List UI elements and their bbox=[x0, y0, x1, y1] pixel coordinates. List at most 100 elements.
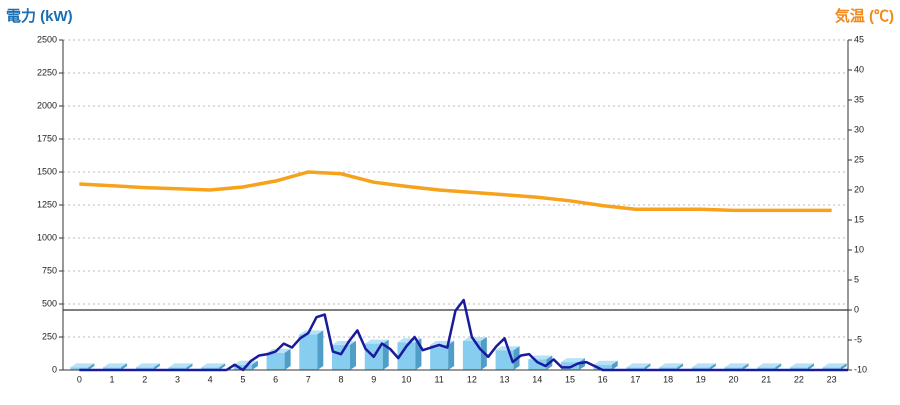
bar-side bbox=[350, 340, 357, 370]
bar-side bbox=[775, 363, 782, 370]
bar bbox=[266, 352, 285, 370]
x-tick-label: 4 bbox=[208, 374, 213, 384]
y2-tick-label: 0 bbox=[854, 304, 859, 314]
y-tick-label: 1000 bbox=[37, 232, 57, 242]
x-tick-label: 20 bbox=[729, 374, 739, 384]
bar bbox=[201, 367, 220, 370]
y-tick-label: 0 bbox=[52, 364, 57, 374]
bar bbox=[135, 367, 154, 370]
bar bbox=[299, 334, 318, 370]
bar-side bbox=[219, 363, 226, 370]
bar-top bbox=[364, 339, 389, 344]
bar bbox=[332, 344, 351, 370]
bar-side bbox=[611, 360, 618, 370]
x-tick-label: 11 bbox=[434, 374, 443, 384]
y-tick-label: 500 bbox=[42, 298, 57, 308]
bar-top bbox=[593, 360, 618, 365]
bar bbox=[789, 367, 808, 370]
demand-line bbox=[79, 298, 848, 372]
y-tick-label: 2250 bbox=[37, 67, 57, 77]
y2-tick-label: -5 bbox=[854, 334, 862, 344]
x-tick-label: 23 bbox=[827, 374, 837, 384]
x-tick-label: 12 bbox=[467, 374, 477, 384]
y2-tick-label: 40 bbox=[854, 64, 864, 74]
y-tick-label: 1750 bbox=[37, 133, 57, 143]
bar-side bbox=[840, 363, 847, 370]
y2-tick-label: 10 bbox=[854, 244, 864, 254]
bar-side bbox=[153, 363, 160, 370]
y-tick-label: 2000 bbox=[37, 100, 57, 110]
x-tick-label: 3 bbox=[175, 374, 180, 384]
bar-top bbox=[626, 363, 651, 368]
y-tick-label: 1500 bbox=[37, 166, 57, 176]
y-tick-label: 750 bbox=[42, 265, 57, 275]
x-tick-label: 19 bbox=[696, 374, 706, 384]
bar-top bbox=[822, 363, 847, 368]
bar-top bbox=[233, 360, 258, 365]
y2-axis-title: 気温 (℃) bbox=[835, 7, 894, 25]
bar-side bbox=[644, 363, 651, 370]
bar-top bbox=[462, 336, 487, 341]
bar bbox=[397, 342, 416, 370]
x-tick-label: 17 bbox=[630, 374, 640, 384]
bar-side bbox=[251, 360, 258, 370]
bar bbox=[822, 367, 841, 370]
y-tick-label: 1250 bbox=[37, 199, 57, 209]
y2-tick-label: 35 bbox=[854, 94, 864, 104]
bar bbox=[757, 367, 776, 370]
bar bbox=[659, 367, 678, 370]
x-tick-label: 0 bbox=[77, 374, 82, 384]
y2-tick-label: 30 bbox=[854, 124, 864, 134]
x-tick-label: 14 bbox=[532, 374, 542, 384]
bar-side bbox=[742, 363, 749, 370]
x-tick-label: 21 bbox=[761, 374, 771, 384]
bar-top bbox=[299, 330, 324, 335]
bar bbox=[593, 364, 612, 370]
bar-top bbox=[724, 363, 749, 368]
temperature-line bbox=[79, 170, 832, 213]
bar-top bbox=[757, 363, 782, 368]
x-tick-label: 16 bbox=[598, 374, 608, 384]
bar-side bbox=[186, 363, 193, 370]
bar-side bbox=[121, 363, 128, 370]
y2-tick-label: 45 bbox=[854, 34, 864, 44]
bar-side bbox=[88, 363, 95, 370]
bar-top bbox=[103, 363, 128, 368]
x-tick-label: 2 bbox=[142, 374, 147, 384]
bar-top bbox=[168, 363, 193, 368]
y-tick-label: 2500 bbox=[37, 34, 57, 44]
y2-tick-label: 25 bbox=[854, 154, 864, 164]
bar bbox=[233, 364, 252, 370]
x-tick-label: 18 bbox=[663, 374, 673, 384]
y2-tick-label: 15 bbox=[854, 214, 864, 224]
x-tick-label: 15 bbox=[565, 374, 575, 384]
bar bbox=[168, 367, 187, 370]
y2-tick-label: -10 bbox=[854, 364, 867, 374]
bar-top bbox=[659, 363, 684, 368]
y-axis-title: 電力 (kW) bbox=[6, 7, 73, 25]
x-tick-label: 1 bbox=[110, 374, 115, 384]
bar bbox=[626, 367, 645, 370]
bar-side bbox=[284, 348, 291, 370]
bar bbox=[103, 367, 122, 370]
bar-top bbox=[135, 363, 160, 368]
bar-top bbox=[70, 363, 95, 368]
y-tick-label: 250 bbox=[42, 331, 57, 341]
x-tick-label: 9 bbox=[371, 374, 376, 384]
x-tick-label: 7 bbox=[306, 374, 311, 384]
bar-top bbox=[201, 363, 226, 368]
bar bbox=[528, 359, 547, 370]
bar-side bbox=[807, 363, 814, 370]
bar bbox=[724, 367, 743, 370]
x-tick-label: 10 bbox=[401, 374, 411, 384]
bar-side bbox=[709, 363, 716, 370]
bar-top bbox=[789, 363, 814, 368]
bar bbox=[691, 367, 710, 370]
y2-tick-label: 5 bbox=[854, 274, 859, 284]
bar-top bbox=[691, 363, 716, 368]
x-tick-label: 5 bbox=[240, 374, 245, 384]
bar bbox=[462, 340, 481, 370]
y2-tick-label: 20 bbox=[854, 184, 864, 194]
x-tick-label: 22 bbox=[794, 374, 804, 384]
